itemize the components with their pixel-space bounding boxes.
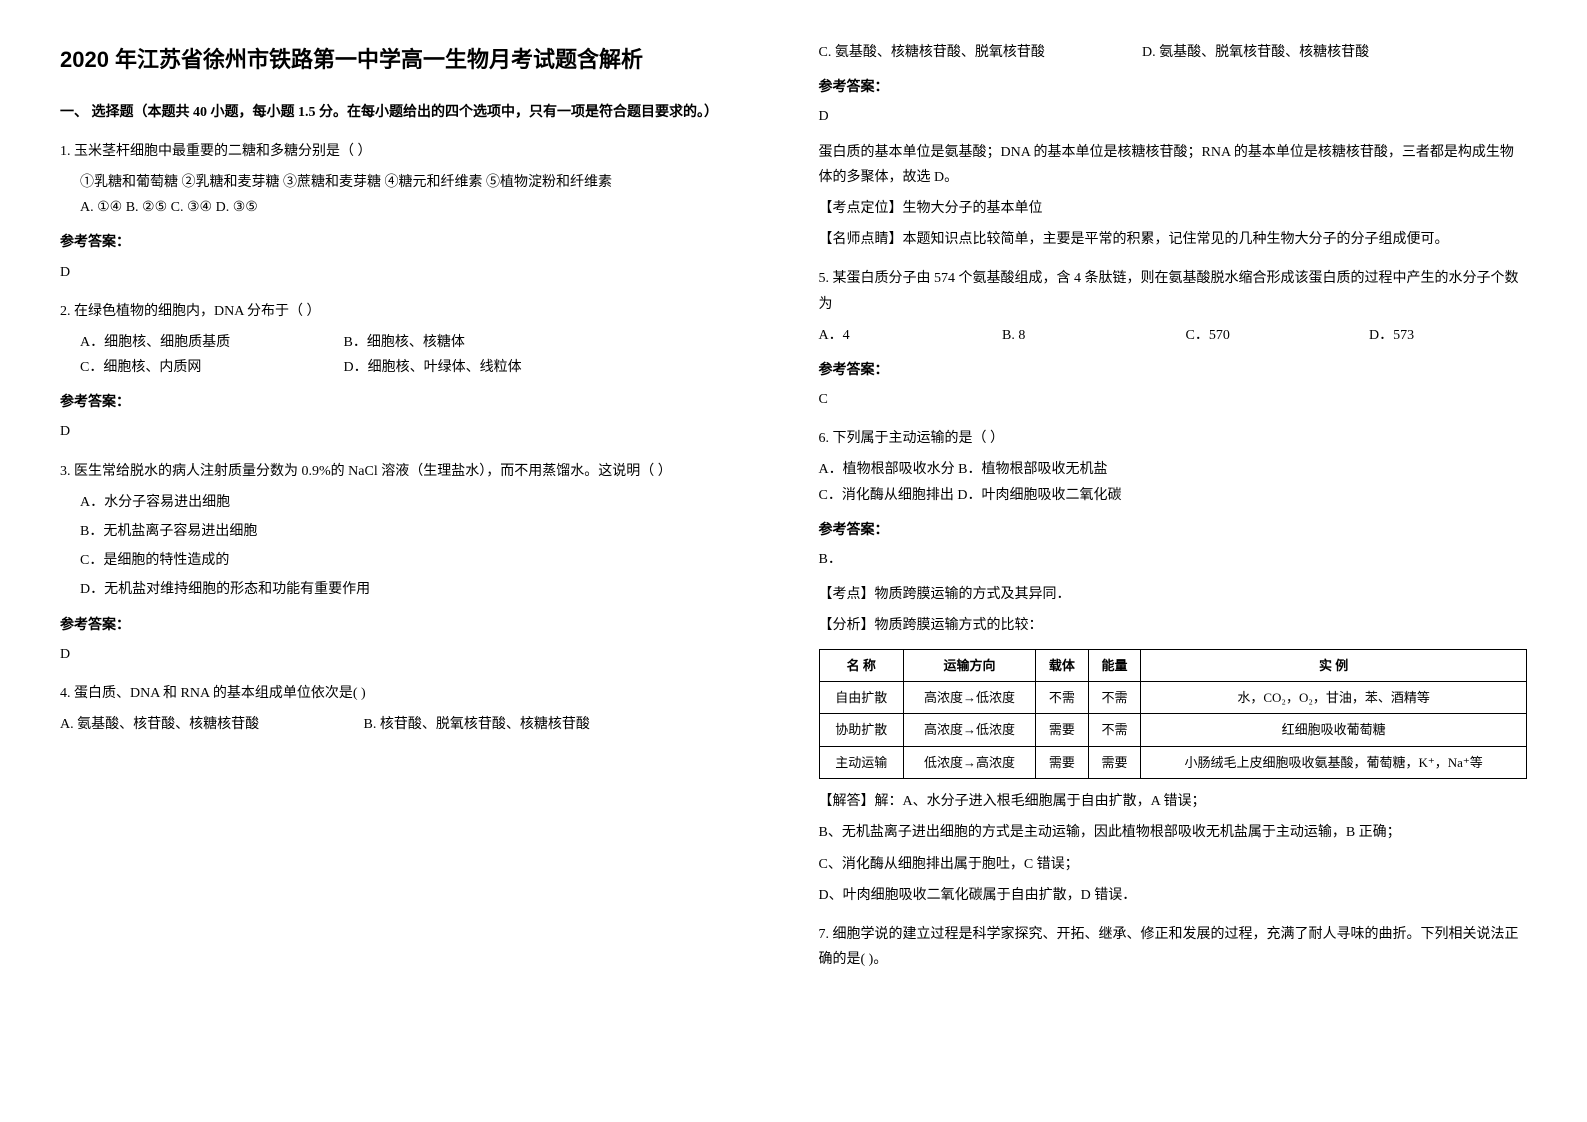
table-row: 主动运输 低浓度→高浓度 需要 需要 小肠绒毛上皮细胞吸收氨基酸，葡萄糖，K⁺，… (819, 746, 1527, 778)
q5-options: A．4 B. 8 C．570 D．573 (819, 323, 1528, 348)
question-1: 1. 玉米茎杆细胞中最重要的二糖和多糖分别是（ ） ①乳糖和葡萄糖 ②乳糖和麦芽… (60, 139, 769, 285)
q6-analysis3: 【解答】解：A、水分子进入根毛细胞属于自由扩散，A 错误； (819, 789, 1528, 814)
cell: 需要 (1036, 714, 1089, 746)
q5-d: D．573 (1369, 328, 1414, 343)
q2-options: A．细胞核、细胞质基质 B．细胞核、核糖体 C．细胞核、内质网 D．细胞核、叶绿… (80, 330, 769, 380)
q4-ans: D (819, 104, 1528, 129)
q2-ans-label: 参考答案： (60, 390, 769, 415)
q4-b: B. 核苷酸、脱氧核苷酸、核糖核苷酸 (364, 717, 590, 732)
q5-a: A．4 (819, 323, 999, 348)
q6-d: D．叶肉细胞吸收二氧化碳 (957, 488, 1121, 503)
table-header-row: 名 称 运输方向 载体 能量 实 例 (819, 649, 1527, 681)
cell: 需要 (1088, 746, 1141, 778)
q2-b: B．细胞核、核糖体 (344, 335, 465, 350)
question-7: 7. 细胞学说的建立过程是科学家探究、开拓、继承、修正和发展的过程，充满了耐人寻… (819, 922, 1528, 972)
cell: 不需 (1088, 681, 1141, 713)
q5-b: B. 8 (1002, 323, 1182, 348)
q3-d: D．无机盐对维持细胞的形态和功能有重要作用 (80, 577, 769, 602)
q6-ans-label: 参考答案： (819, 518, 1528, 543)
q3-ans-label: 参考答案： (60, 613, 769, 638)
q1-stem: 1. 玉米茎杆细胞中最重要的二糖和多糖分别是（ ） (60, 139, 769, 164)
th-direction: 运输方向 (903, 649, 1035, 681)
q4-analysis2: 【考点定位】生物大分子的基本单位 (819, 196, 1528, 221)
q6-analysis4: B、无机盐离子进出细胞的方式是主动运输，因此植物根部吸收无机盐属于主动运输，B … (819, 820, 1528, 845)
q3-a: A．水分子容易进出细胞 (80, 490, 769, 515)
th-carrier: 载体 (1036, 649, 1089, 681)
q1-ans: D (60, 260, 769, 285)
q5-c: C．570 (1186, 323, 1366, 348)
q3-c: C．是细胞的特性造成的 (80, 548, 769, 573)
q4-analysis1: 蛋白质的基本单位是氨基酸；DNA 的基本单位是核糖核苷酸；RNA 的基本单位是核… (819, 140, 1528, 190)
cell: 不需 (1088, 714, 1141, 746)
q4-stem: 4. 蛋白质、DNA 和 RNA 的基本组成单位依次是( ) (60, 681, 769, 706)
q4-a: A. 氨基酸、核苷酸、核糖核苷酸 (60, 712, 360, 737)
th-energy: 能量 (1088, 649, 1141, 681)
right-column: C. 氨基酸、核糖核苷酸、脱氧核苷酸 D. 氨基酸、脱氧核苷酸、核糖核苷酸 参考… (819, 40, 1528, 986)
q2-a: A．细胞核、细胞质基质 (80, 330, 340, 355)
question-6: 6. 下列属于主动运输的是（ ） A．植物根部吸收水分 B．植物根部吸收无机盐 … (819, 426, 1528, 908)
q2-d: D．细胞核、叶绿体、线粒体 (344, 360, 522, 375)
cell: 不需 (1036, 681, 1089, 713)
cell: 高浓度→低浓度 (903, 681, 1035, 713)
q6-b: B．植物根部吸收无机盐 (958, 462, 1107, 477)
q5-ans: C (819, 387, 1528, 412)
q6-analysis5: C、消化酶从细胞排出属于胞吐，C 错误； (819, 852, 1528, 877)
q1-choices-text: ①乳糖和葡萄糖 ②乳糖和麦芽糖 ③蔗糖和麦芽糖 ④糖元和纤维素 ⑤植物淀粉和纤维… (80, 170, 769, 195)
cell: 主动运输 (819, 746, 903, 778)
q6-options: A．植物根部吸收水分 B．植物根部吸收无机盐 C．消化酶从细胞排出 D．叶肉细胞… (819, 457, 1528, 507)
q4-options-row2: C. 氨基酸、核糖核苷酸、脱氧核苷酸 D. 氨基酸、脱氧核苷酸、核糖核苷酸 (819, 40, 1528, 65)
q4-ans-label: 参考答案： (819, 75, 1528, 100)
cell: 低浓度→高浓度 (903, 746, 1035, 778)
question-3: 3. 医生常给脱水的病人注射质量分数为 0.9%的 NaCl 溶液（生理盐水），… (60, 459, 769, 667)
cell: 协助扩散 (819, 714, 903, 746)
q3-ans: D (60, 642, 769, 667)
q6-stem: 6. 下列属于主动运输的是（ ） (819, 426, 1528, 451)
cell: 高浓度→低浓度 (903, 714, 1035, 746)
q1-ans-label: 参考答案： (60, 230, 769, 255)
q4-analysis3: 【名师点睛】本题知识点比较简单，主要是平常的积累，记住常见的几种生物大分子的分子… (819, 227, 1528, 252)
q6-a: A．植物根部吸收水分 (819, 462, 955, 477)
question-4: 4. 蛋白质、DNA 和 RNA 的基本组成单位依次是( ) A. 氨基酸、核苷… (60, 681, 769, 737)
cell: 水，CO₂，O₂，甘油，苯、酒精等 (1141, 681, 1527, 713)
q3-options: A．水分子容易进出细胞 B．无机盐离子容易进出细胞 C．是细胞的特性造成的 D．… (80, 490, 769, 603)
q3-b: B．无机盐离子容易进出细胞 (80, 519, 769, 544)
th-name: 名 称 (819, 649, 903, 681)
instructions: 一、 选择题（本题共 40 小题，每小题 1.5 分。在每小题给出的四个选项中，… (60, 100, 769, 125)
page-container: 2020 年江苏省徐州市铁路第一中学高一生物月考试题含解析 一、 选择题（本题共… (60, 40, 1527, 986)
q2-ans: D (60, 419, 769, 444)
cell: 需要 (1036, 746, 1089, 778)
cell: 红细胞吸收葡萄糖 (1141, 714, 1527, 746)
cell: 小肠绒毛上皮细胞吸收氨基酸，葡萄糖，K⁺，Na⁺等 (1141, 746, 1527, 778)
q6-ans: B． (819, 547, 1528, 572)
th-example: 实 例 (1141, 649, 1527, 681)
q4-d: D. 氨基酸、脱氧核苷酸、核糖核苷酸 (1142, 45, 1369, 60)
q6-analysis6: D、叶肉细胞吸收二氧化碳属于自由扩散，D 错误． (819, 883, 1528, 908)
table-row: 协助扩散 高浓度→低浓度 需要 不需 红细胞吸收葡萄糖 (819, 714, 1527, 746)
page-title: 2020 年江苏省徐州市铁路第一中学高一生物月考试题含解析 (60, 40, 769, 80)
left-column: 2020 年江苏省徐州市铁路第一中学高一生物月考试题含解析 一、 选择题（本题共… (60, 40, 769, 986)
q5-ans-label: 参考答案： (819, 358, 1528, 383)
q6-analysis2: 【分析】物质跨膜运输方式的比较： (819, 613, 1528, 638)
q2-stem: 2. 在绿色植物的细胞内，DNA 分布于（ ） (60, 299, 769, 324)
q2-c: C．细胞核、内质网 (80, 355, 340, 380)
q7-stem: 7. 细胞学说的建立过程是科学家探究、开拓、继承、修正和发展的过程，充满了耐人寻… (819, 922, 1528, 972)
question-2: 2. 在绿色植物的细胞内，DNA 分布于（ ） A．细胞核、细胞质基质 B．细胞… (60, 299, 769, 445)
q5-stem: 5. 某蛋白质分子由 574 个氨基酸组成，含 4 条肽链，则在氨基酸脱水缩合形… (819, 266, 1528, 316)
cell: 自由扩散 (819, 681, 903, 713)
q6-c: C．消化酶从细胞排出 (819, 488, 954, 503)
q3-stem: 3. 医生常给脱水的病人注射质量分数为 0.9%的 NaCl 溶液（生理盐水），… (60, 459, 769, 484)
table-row: 自由扩散 高浓度→低浓度 不需 不需 水，CO₂，O₂，甘油，苯、酒精等 (819, 681, 1527, 713)
q4-c: C. 氨基酸、核糖核苷酸、脱氧核苷酸 (819, 40, 1139, 65)
q4-options-row1: A. 氨基酸、核苷酸、核糖核苷酸 B. 核苷酸、脱氧核苷酸、核糖核苷酸 (60, 712, 769, 737)
transport-comparison-table: 名 称 运输方向 载体 能量 实 例 自由扩散 高浓度→低浓度 不需 不需 水，… (819, 649, 1528, 780)
question-5: 5. 某蛋白质分子由 574 个氨基酸组成，含 4 条肽链，则在氨基酸脱水缩合形… (819, 266, 1528, 412)
q1-opts: A. ①④ B. ②⑤ C. ③④ D. ③⑤ (80, 195, 769, 220)
q6-analysis1: 【考点】物质跨膜运输的方式及其异同． (819, 582, 1528, 607)
